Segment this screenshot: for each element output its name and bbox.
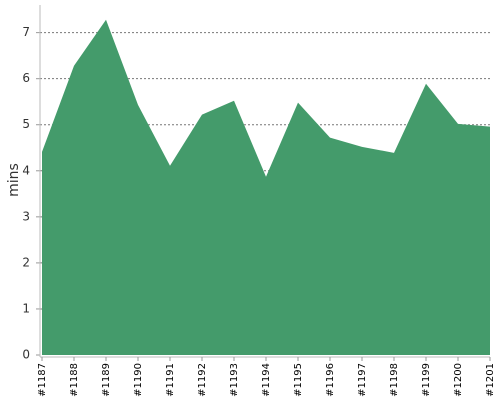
x-tick-label: #1192 — [197, 363, 208, 397]
y-tick-label: 5 — [22, 117, 30, 131]
y-tick-label: 4 — [22, 163, 30, 177]
x-tick-label: #1187 — [37, 363, 48, 397]
x-tick-label: #1198 — [389, 363, 400, 397]
x-tick-label: #1195 — [293, 363, 304, 397]
y-axis-label: mins — [6, 163, 22, 197]
y-tick-label: 0 — [22, 348, 30, 362]
x-tick-label: #1194 — [261, 363, 272, 397]
x-tick-label: #1193 — [229, 363, 240, 397]
x-tick-label: #1189 — [101, 363, 112, 397]
x-tick-label: #1190 — [133, 363, 144, 397]
x-tick-label: #1200 — [453, 363, 464, 397]
area — [42, 19, 490, 355]
x-tick-label: #1188 — [69, 363, 80, 397]
y-tick-label: 1 — [22, 301, 30, 315]
x-tick-label: #1199 — [421, 363, 432, 397]
x-tick-label: #1197 — [357, 363, 368, 397]
y-tick-label: 3 — [22, 209, 30, 223]
y-tick-label: 6 — [22, 71, 30, 85]
x-tick-label: #1196 — [325, 363, 336, 397]
y-tick-label: 7 — [22, 25, 30, 39]
x-tick-label: #1191 — [165, 363, 176, 397]
y-tick-label: 2 — [22, 255, 30, 269]
x-tick-label: #1201 — [485, 363, 496, 397]
